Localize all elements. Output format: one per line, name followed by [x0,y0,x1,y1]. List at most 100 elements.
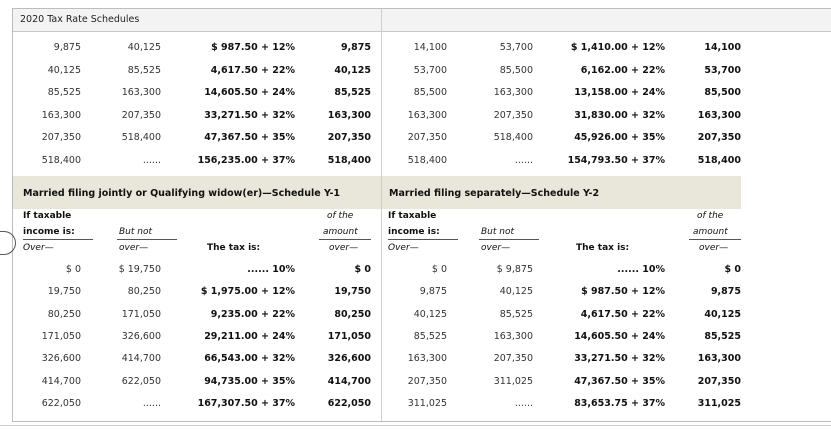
but-not-over-cell: 518,400 [121,132,161,143]
over-cell: 14,100 [413,42,447,53]
tax-cell: $ 987.50 + 12% [211,42,295,53]
amount-over-cell: 518,400 [327,154,371,166]
over-cell: 40,125 [413,308,447,320]
table-row: 85,500 163,300 13,158.00 + 24% 85,500 [13,83,831,103]
table-row: 163,300 207,350 33,271.50 + 32% 163,300 [13,349,831,369]
table-row: $ 0 $ 19,750 ...... 10% $ 0 [13,260,831,280]
over-cell: 311,025 [407,397,447,409]
of-the-label: of the [327,211,354,221]
document-frame: 2020 Tax Rate Schedules Married filing j… [0,8,831,422]
but-not-over-cell: 414,700 [121,353,161,365]
over-cell: 163,300 [407,109,447,121]
but-not-over-cell: 85,525 [499,308,533,320]
amount-over-cell: 326,600 [327,353,371,365]
but-not-over-label: over— [481,243,511,253]
table-row: 80,250 171,050 9,235.00 + 22% 80,250 [13,305,831,325]
table-row: 622,050...... 167,307.50 + 37% 622,050 [13,394,831,414]
if-taxable-label: If taxable [388,211,437,221]
amount-over-cell: $ 0 [724,264,741,275]
over-cell: 80,250 [47,308,81,320]
but-not-over-cell: ...... [142,154,161,166]
table-row: 85,525 163,300 14,605.50 + 24% 85,525 [13,83,831,103]
over-cell: 163,300 [407,353,447,365]
table-row: 40,125 85,525 4,617.50 + 22% 40,125 [13,305,831,325]
over-cell: $ 0 [65,264,81,275]
header-rule [479,239,539,240]
amount-over-cell: 414,700 [327,375,371,387]
amount-over-cell: 40,125 [704,308,741,320]
amount-over-cell: 9,875 [340,42,371,53]
table-row: 171,050 326,600 29,211.00 + 24% 171,050 [13,327,831,347]
over-label: Over— [388,243,419,253]
over-cell: 207,350 [41,132,81,143]
but-not-over-cell: 85,500 [499,64,533,76]
income-is-label: income is: [23,227,75,237]
table-row: 163,300 207,350 31,830.00 + 32% 163,300 [13,106,831,126]
tax-cell: 14,605.50 + 24% [204,87,295,98]
amount-over-cell: 85,500 [704,87,741,98]
tax-cell: 45,926.00 + 35% [574,132,665,143]
but-not-over-cell: 85,525 [127,64,161,76]
over-cell: 207,350 [407,375,447,387]
amount-over-cell: 622,050 [327,397,371,409]
amount-label: amount [693,227,728,237]
over-cell: 85,525 [47,87,81,98]
table-row: $ 0 $ 9,875 ...... 10% $ 0 [13,260,831,280]
table-row: 163,300 207,350 33,271.50 + 32% 163,300 [13,106,831,126]
over-cell: 19,750 [47,286,81,298]
tax-cell: 47,367.50 + 35% [574,375,665,387]
over-cell: 9,875 [53,42,81,53]
amount-over-cell: 163,300 [697,353,741,365]
but-not-over-cell: 207,350 [493,353,533,365]
header-rule [689,239,741,240]
tax-cell: $ 1,975.00 + 12% [200,286,295,298]
over-label: Over— [23,243,54,253]
but-not-over-cell: 622,050 [121,375,161,387]
over-cell: 518,400 [407,154,447,166]
schedule-y2-header: Married filing separately—Schedule Y-2 [382,176,741,209]
amount-over-label: over— [329,243,359,253]
amount-over-cell: 85,525 [334,87,371,98]
amount-over-cell: 40,125 [334,64,371,76]
tax-cell: 9,235.00 + 22% [210,308,295,320]
table-row: 518,400...... 156,235.00 + 37% 518,400 [13,151,831,171]
amount-over-cell: 163,300 [327,109,371,121]
amount-over-cell: 85,525 [704,330,741,342]
over-cell: 9,875 [419,286,447,298]
over-cell: 85,500 [413,87,447,98]
schedule-y2-title: Married filing separately—Schedule Y-2 [389,188,600,199]
table-row: 85,525 163,300 14,605.50 + 24% 85,525 [13,327,831,347]
but-not-over-cell: 326,600 [121,330,161,342]
tax-cell: 167,307.50 + 37% [197,397,295,409]
header-rule [117,239,177,240]
but-not-label: But not [481,227,515,237]
but-not-over-cell: 40,125 [127,42,161,53]
tax-is-label: The tax is: [576,243,630,253]
title-bar: 2020 Tax Rate Schedules [13,9,831,32]
but-not-over-cell: $ 9,875 [496,264,533,275]
but-not-over-cell: 163,300 [493,330,533,342]
tax-cell: 33,271.50 + 32% [574,353,665,365]
but-not-label: But not [119,227,153,237]
table-row: 207,350 518,400 47,367.50 + 35% 207,350 [13,128,831,148]
over-cell: 207,350 [407,132,447,143]
over-cell: $ 0 [431,264,447,275]
but-not-over-cell: ...... [142,397,161,409]
tax-cell: 47,367.50 + 35% [204,132,295,143]
amount-over-label: over— [699,243,729,253]
amount-over-cell: 53,700 [704,64,741,76]
but-not-over-cell: 53,700 [499,42,533,53]
if-taxable-label: If taxable [23,211,72,221]
amount-over-cell: 207,350 [697,132,741,143]
but-not-over-cell: 171,050 [121,308,161,320]
tax-cell: 13,158.00 + 24% [574,87,665,98]
but-not-over-label: over— [119,243,149,253]
but-not-over-cell: ...... [514,397,533,409]
tax-cell: 31,830.00 + 32% [574,109,665,121]
but-not-over-cell: 163,300 [121,87,161,98]
amount-over-cell: 518,400 [697,154,741,166]
header-rule [388,239,458,240]
amount-over-cell: 207,350 [327,132,371,143]
but-not-over-cell: $ 19,750 [118,264,161,275]
over-cell: 85,525 [413,330,447,342]
